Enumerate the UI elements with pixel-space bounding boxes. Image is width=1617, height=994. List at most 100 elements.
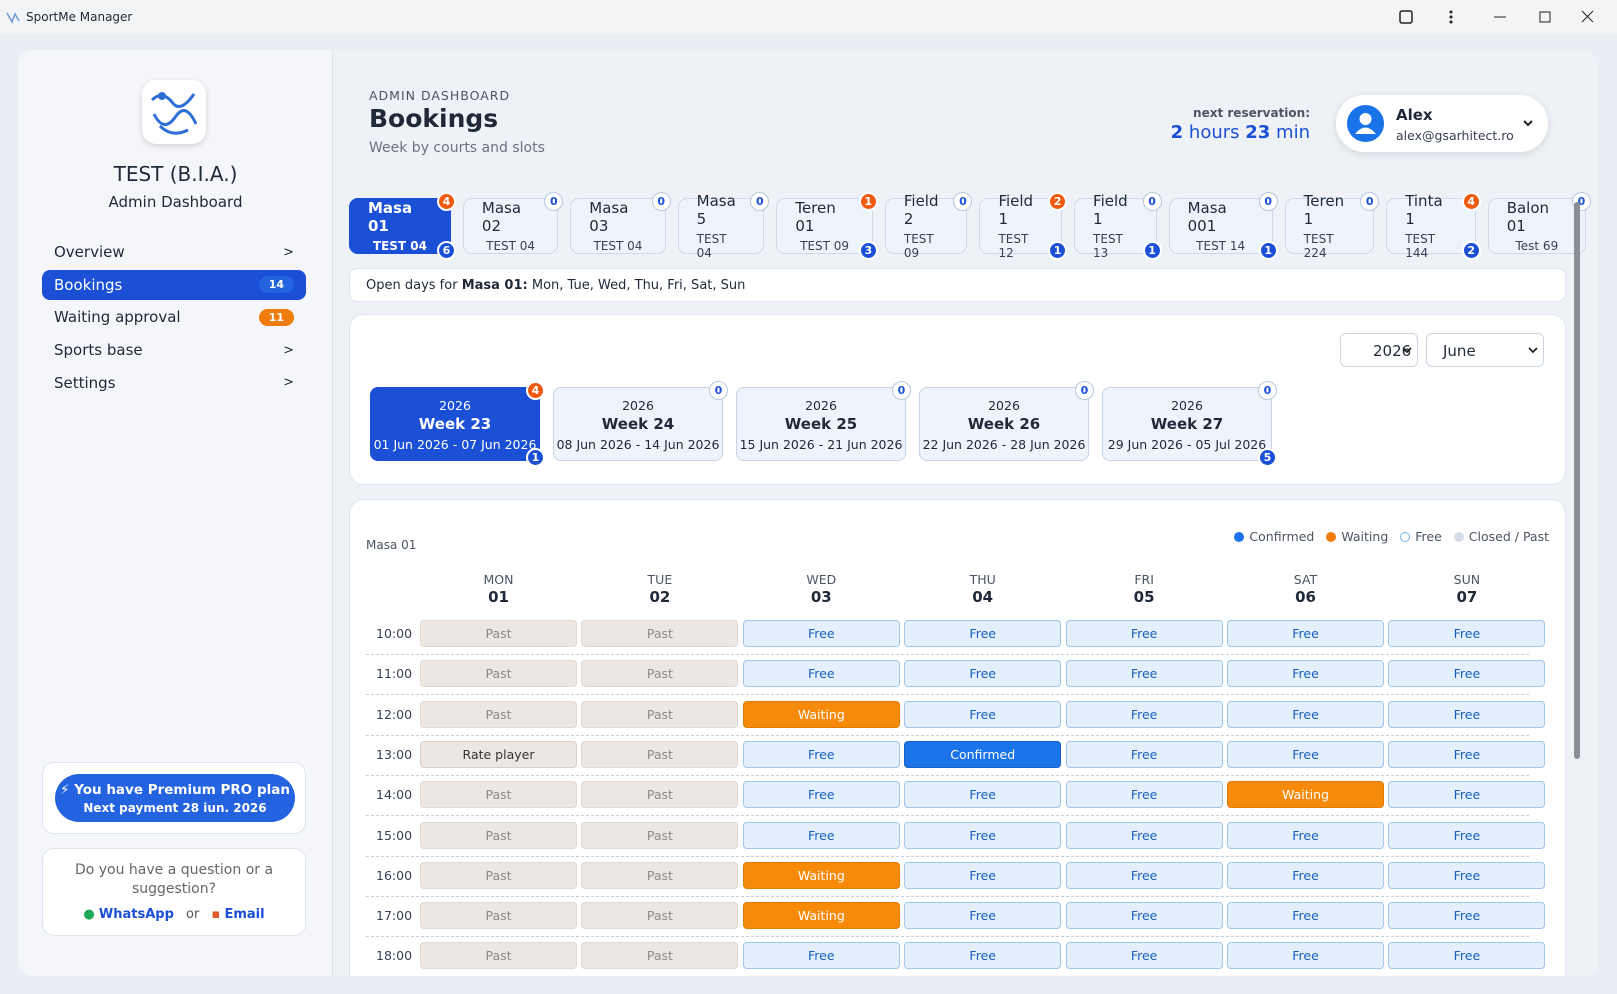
nav-item[interactable]: Waiting approval 11 [42, 302, 306, 332]
count-badge: 3 [858, 241, 878, 260]
time-label: 11:00 [376, 666, 413, 682]
slot[interactable]: Free [1227, 942, 1384, 970]
slot: Past [420, 861, 577, 889]
slot[interactable]: Free [1227, 861, 1384, 889]
slot[interactable]: Free [1388, 620, 1546, 647]
slot[interactable]: Free [1065, 781, 1223, 809]
week-card[interactable]: 2026 Week 24 08 Jun 2026 - 14 Jun 2026 0 [553, 381, 728, 461]
slot[interactable]: Free [1065, 942, 1223, 970]
slot[interactable]: Free [1065, 902, 1223, 930]
nav-label: Settings [54, 373, 116, 392]
slot[interactable]: Free [904, 620, 1062, 647]
nav-arrow: > [283, 375, 294, 391]
week-card[interactable]: 2026 Week 27 29 Jun 2026 - 05 Jul 2026 0 5 [1102, 381, 1277, 467]
slot[interactable]: Free [1227, 700, 1384, 728]
slot[interactable]: Free [904, 861, 1062, 889]
court-tab[interactable]: Masa 02 TEST 04 0 [462, 192, 564, 254]
court-tab[interactable]: Masa 5 TEST 04 0 [677, 192, 770, 260]
slot[interactable]: Free [904, 821, 1062, 849]
avatar-icon [1355, 113, 1376, 134]
slot[interactable]: Confirmed [904, 740, 1062, 768]
court-tab[interactable]: Field 1 TEST 13 0 1 [1074, 192, 1162, 260]
month-select[interactable]: June [1426, 333, 1544, 367]
slot[interactable]: Free [904, 660, 1062, 688]
slot[interactable]: Free [1388, 942, 1546, 970]
nav-label: Waiting approval [54, 308, 181, 327]
slot[interactable]: Free [1388, 781, 1546, 809]
slot[interactable]: Free [904, 781, 1062, 809]
slot[interactable]: Free [1227, 620, 1384, 647]
scrollbar-thumb[interactable] [1574, 202, 1580, 759]
email-link[interactable]: Email [224, 907, 265, 922]
slot[interactable]: Free [1388, 700, 1546, 728]
slot[interactable]: Free [1065, 660, 1223, 688]
court-tab[interactable]: Masa 03 TEST 04 0 [570, 192, 671, 254]
week-card[interactable]: 2026 Week 26 22 Jun 2026 - 28 Jun 2026 0 [919, 381, 1094, 461]
slot[interactable]: Free [742, 740, 900, 768]
slot[interactable]: Waiting [742, 700, 900, 728]
count-badge: 0 [1258, 381, 1277, 400]
window-title: SportMe Manager [26, 10, 133, 24]
slot[interactable]: Free [1388, 740, 1546, 768]
slot[interactable]: Free [1388, 821, 1546, 849]
week-label: Week 27 [1150, 415, 1224, 433]
support-question: Do you have a question or a suggestion? [74, 862, 274, 897]
court-tab[interactable]: Masa 01 TEST 04 4 6 [349, 192, 456, 260]
court-tab[interactable]: Field 2 TEST 09 0 [884, 192, 973, 260]
slot[interactable]: Free [742, 781, 900, 809]
slot[interactable]: Free [1227, 660, 1384, 688]
court-tab[interactable]: Balon 01 Test 69 0 [1487, 192, 1591, 254]
slot[interactable]: Free [742, 620, 900, 647]
slot[interactable]: Free [1388, 902, 1546, 930]
slot[interactable]: Free [1388, 861, 1546, 889]
court-tab[interactable]: Masa 001 TEST 14 0 1 [1168, 192, 1278, 260]
year-select[interactable]: 2026 [1340, 333, 1418, 367]
slot[interactable]: Free [904, 942, 1062, 970]
court-tab[interactable]: Teren 01 TEST 09 1 3 [776, 192, 878, 260]
slot[interactable]: Rate player [420, 740, 577, 768]
nav-item[interactable]: Overview > [42, 237, 306, 267]
window-controls[interactable] [1396, 8, 1596, 26]
slot[interactable]: Free [742, 660, 900, 688]
count-badge: 0 [709, 381, 728, 400]
nav-item[interactable]: Sports base > [42, 335, 306, 365]
slot[interactable]: Free [1388, 660, 1546, 688]
slot[interactable]: Free [742, 942, 900, 970]
day-name: FRI [1134, 572, 1154, 587]
slot[interactable]: Free [1065, 700, 1223, 728]
slot[interactable]: Free [1227, 821, 1384, 849]
slot[interactable]: Waiting [1227, 781, 1384, 809]
week-card[interactable]: 2026 Week 25 15 Jun 2026 - 21 Jun 2026 0 [736, 381, 911, 461]
slot[interactable]: Free [742, 821, 900, 849]
plan-button[interactable]: ⚡ You have Premium PRO plan Next payment… [55, 774, 295, 822]
slot[interactable]: Free [1065, 861, 1223, 889]
slot[interactable]: Free [1227, 740, 1384, 768]
slot: Past [420, 781, 577, 809]
slot[interactable]: Free [1065, 740, 1223, 768]
count-badge: 2 [1461, 241, 1481, 260]
slot[interactable]: Free [1065, 620, 1223, 647]
row-divider [366, 734, 1529, 736]
court-tab[interactable]: Field 1 TEST 12 2 1 [979, 192, 1068, 260]
slot[interactable]: Waiting [742, 861, 900, 889]
week-card[interactable]: 2026 Week 23 01 Jun 2026 - 07 Jun 2026 4 1 [370, 381, 545, 467]
nav-item[interactable]: Bookings 14 [42, 269, 306, 300]
slot[interactable]: Free [1065, 821, 1223, 849]
court-tab[interactable]: Tinta 1 TEST 144 4 2 [1386, 192, 1481, 260]
week-year: 2026 [805, 398, 837, 413]
hours: 2 [1170, 122, 1184, 143]
court-tab[interactable]: Teren 1 TEST 224 0 [1284, 192, 1380, 260]
court-sub: TEST 13 [1093, 232, 1123, 260]
nav-item[interactable]: Settings > [42, 368, 306, 398]
court-sub: TEST 12 [998, 232, 1029, 260]
count-badge: 0 [1360, 192, 1380, 211]
slot[interactable]: Free [904, 700, 1062, 728]
whatsapp-link[interactable]: WhatsApp [98, 907, 174, 922]
slot[interactable]: Waiting [742, 902, 900, 930]
user-menu[interactable]: Alex alex@gsarhitect.ro [1336, 95, 1548, 152]
or-text: or [186, 907, 200, 922]
time-label: 12:00 [376, 706, 413, 722]
slot[interactable]: Free [1227, 902, 1384, 930]
org-name: TEST (B.I.A.) [113, 162, 238, 186]
slot[interactable]: Free [904, 902, 1062, 930]
